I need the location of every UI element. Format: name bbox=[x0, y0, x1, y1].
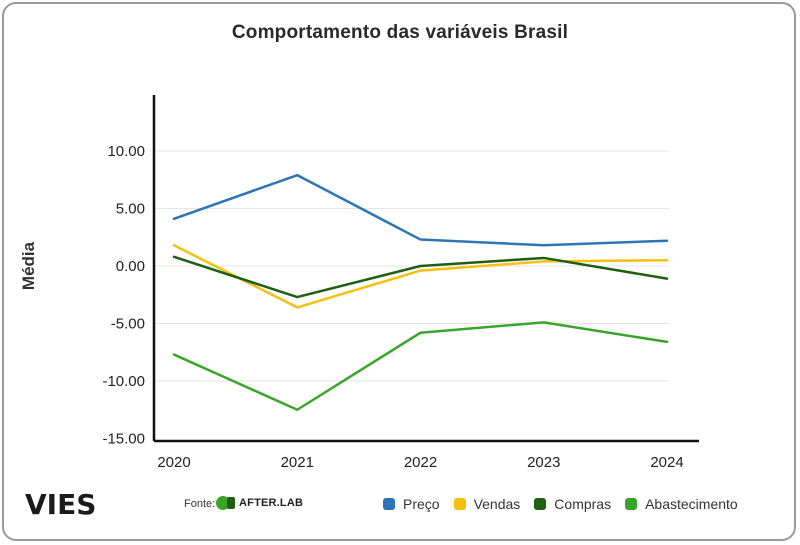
x-tick-label: 2023 bbox=[527, 454, 560, 471]
y-tick-label: 10.00 bbox=[107, 143, 145, 160]
chart-title: Comportamento das variáveis Brasil bbox=[231, 22, 569, 43]
y-tick-label: 5.00 bbox=[116, 201, 145, 218]
legend-swatch bbox=[625, 498, 638, 510]
y-tick-label: -10.00 bbox=[102, 373, 145, 390]
x-tick-label: 2020 bbox=[157, 454, 190, 471]
series-line-pre-o bbox=[172, 173, 669, 247]
legend-label: Preço bbox=[403, 496, 440, 512]
legend-item: Preço bbox=[383, 496, 440, 512]
legend-item: Compras bbox=[534, 496, 611, 512]
source-label: Fonte: bbox=[184, 498, 216, 510]
chart-footer: VIES Fonte: AFTER.LAB Preço Vendas Compras… bbox=[0, 488, 800, 521]
afterlab-logo-icon bbox=[216, 496, 235, 510]
legend-label: Abastecimento bbox=[645, 496, 738, 512]
legend-item: Vendas bbox=[453, 496, 521, 512]
chart-legend: Preço Vendas Compras Abastecimento bbox=[383, 496, 752, 512]
legend-label: Compras bbox=[554, 496, 612, 512]
legend-item: Abastecimento bbox=[625, 496, 738, 512]
legend-swatch bbox=[534, 498, 547, 510]
vies-logo: VIES bbox=[25, 488, 97, 521]
legend-label: Vendas bbox=[473, 496, 521, 512]
x-tick-label: 2022 bbox=[404, 454, 437, 471]
afterlab-brand-text: AFTER.LAB bbox=[239, 497, 304, 509]
afterlab-brand: AFTER.LAB bbox=[216, 495, 303, 511]
series-line-vendas bbox=[172, 244, 669, 309]
series-line-compras bbox=[172, 255, 669, 299]
x-tick-label: 2021 bbox=[281, 454, 314, 471]
legend-swatch bbox=[453, 498, 466, 510]
y-tick-label: -15.00 bbox=[102, 431, 145, 448]
y-tick-label: 0.00 bbox=[116, 258, 145, 275]
legend-swatch bbox=[383, 498, 395, 510]
x-tick-label: 2024 bbox=[650, 454, 683, 471]
y-tick-label: -5.00 bbox=[111, 316, 145, 333]
series-line-abastecimento bbox=[172, 321, 669, 411]
